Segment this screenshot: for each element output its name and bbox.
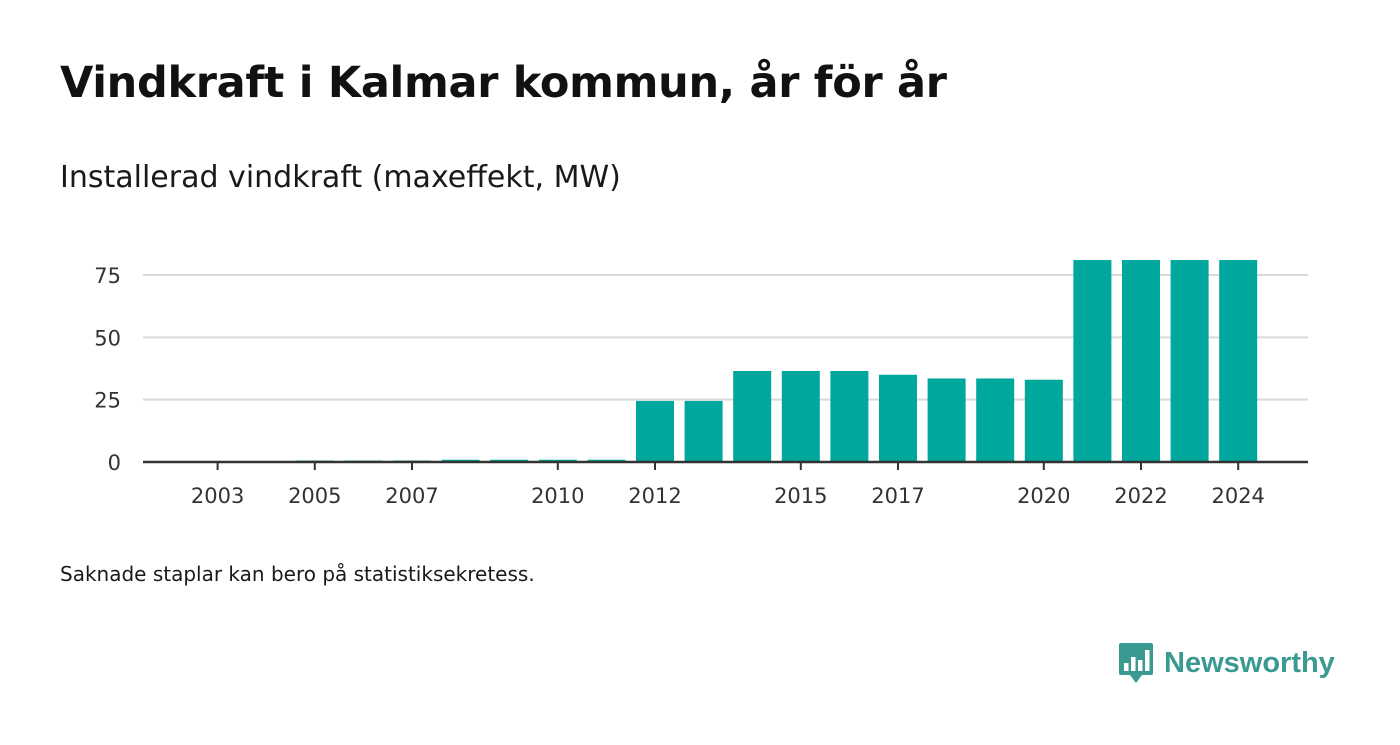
x-tick-label: 2020 xyxy=(1017,484,1070,508)
bar-2016[interactable] xyxy=(830,370,869,462)
bar-2012[interactable] xyxy=(636,400,674,462)
bar-2020[interactable] xyxy=(1024,379,1063,462)
brand-logo[interactable]: Newsworthy xyxy=(1118,640,1335,686)
x-tick-label: 2010 xyxy=(531,484,584,508)
brand-name: Newsworthy xyxy=(1164,646,1335,679)
x-tick-label: 2017 xyxy=(871,484,924,508)
y-tick-label: 25 xyxy=(94,389,121,413)
bar-2023[interactable] xyxy=(1170,260,1209,462)
y-tick-label: 50 xyxy=(94,326,121,350)
x-tick-label: 2005 xyxy=(288,484,341,508)
gridlines xyxy=(143,274,1308,401)
bar-2019[interactable] xyxy=(976,378,1015,462)
bar-2017[interactable] xyxy=(879,374,917,462)
x-tick-label: 2015 xyxy=(774,484,827,508)
bar-2014[interactable] xyxy=(733,370,772,462)
bar-2021[interactable] xyxy=(1073,260,1112,462)
bar-2013[interactable] xyxy=(684,400,723,462)
y-tick-label: 0 xyxy=(108,451,121,475)
axes: 0 25 50 75 2003 2005 2007 2010 2012 2015 2017 2020 2… xyxy=(94,264,1308,508)
footnote: Saknade staplar kan bero på statistiksek… xyxy=(60,562,535,586)
x-tick-label: 2007 xyxy=(385,484,438,508)
x-tick-label: 2024 xyxy=(1211,484,1264,508)
x-tick-label: 2022 xyxy=(1114,484,1167,508)
bar-2018[interactable] xyxy=(927,378,966,462)
chart-subtitle: Installerad vindkraft (maxeffekt, MW) xyxy=(60,160,621,195)
x-tick-label: 2012 xyxy=(628,484,681,508)
bar-2022[interactable] xyxy=(1122,260,1160,462)
chart-title: Vindkraft i Kalmar kommun, år för år xyxy=(60,58,947,108)
bars xyxy=(295,260,1258,462)
y-tick-label: 75 xyxy=(94,264,121,288)
bar-2015[interactable] xyxy=(781,370,820,462)
bar-chart-speech-bubble-icon xyxy=(1119,643,1153,683)
x-tick-label: 2003 xyxy=(191,484,244,508)
bar-2024[interactable] xyxy=(1219,260,1258,462)
